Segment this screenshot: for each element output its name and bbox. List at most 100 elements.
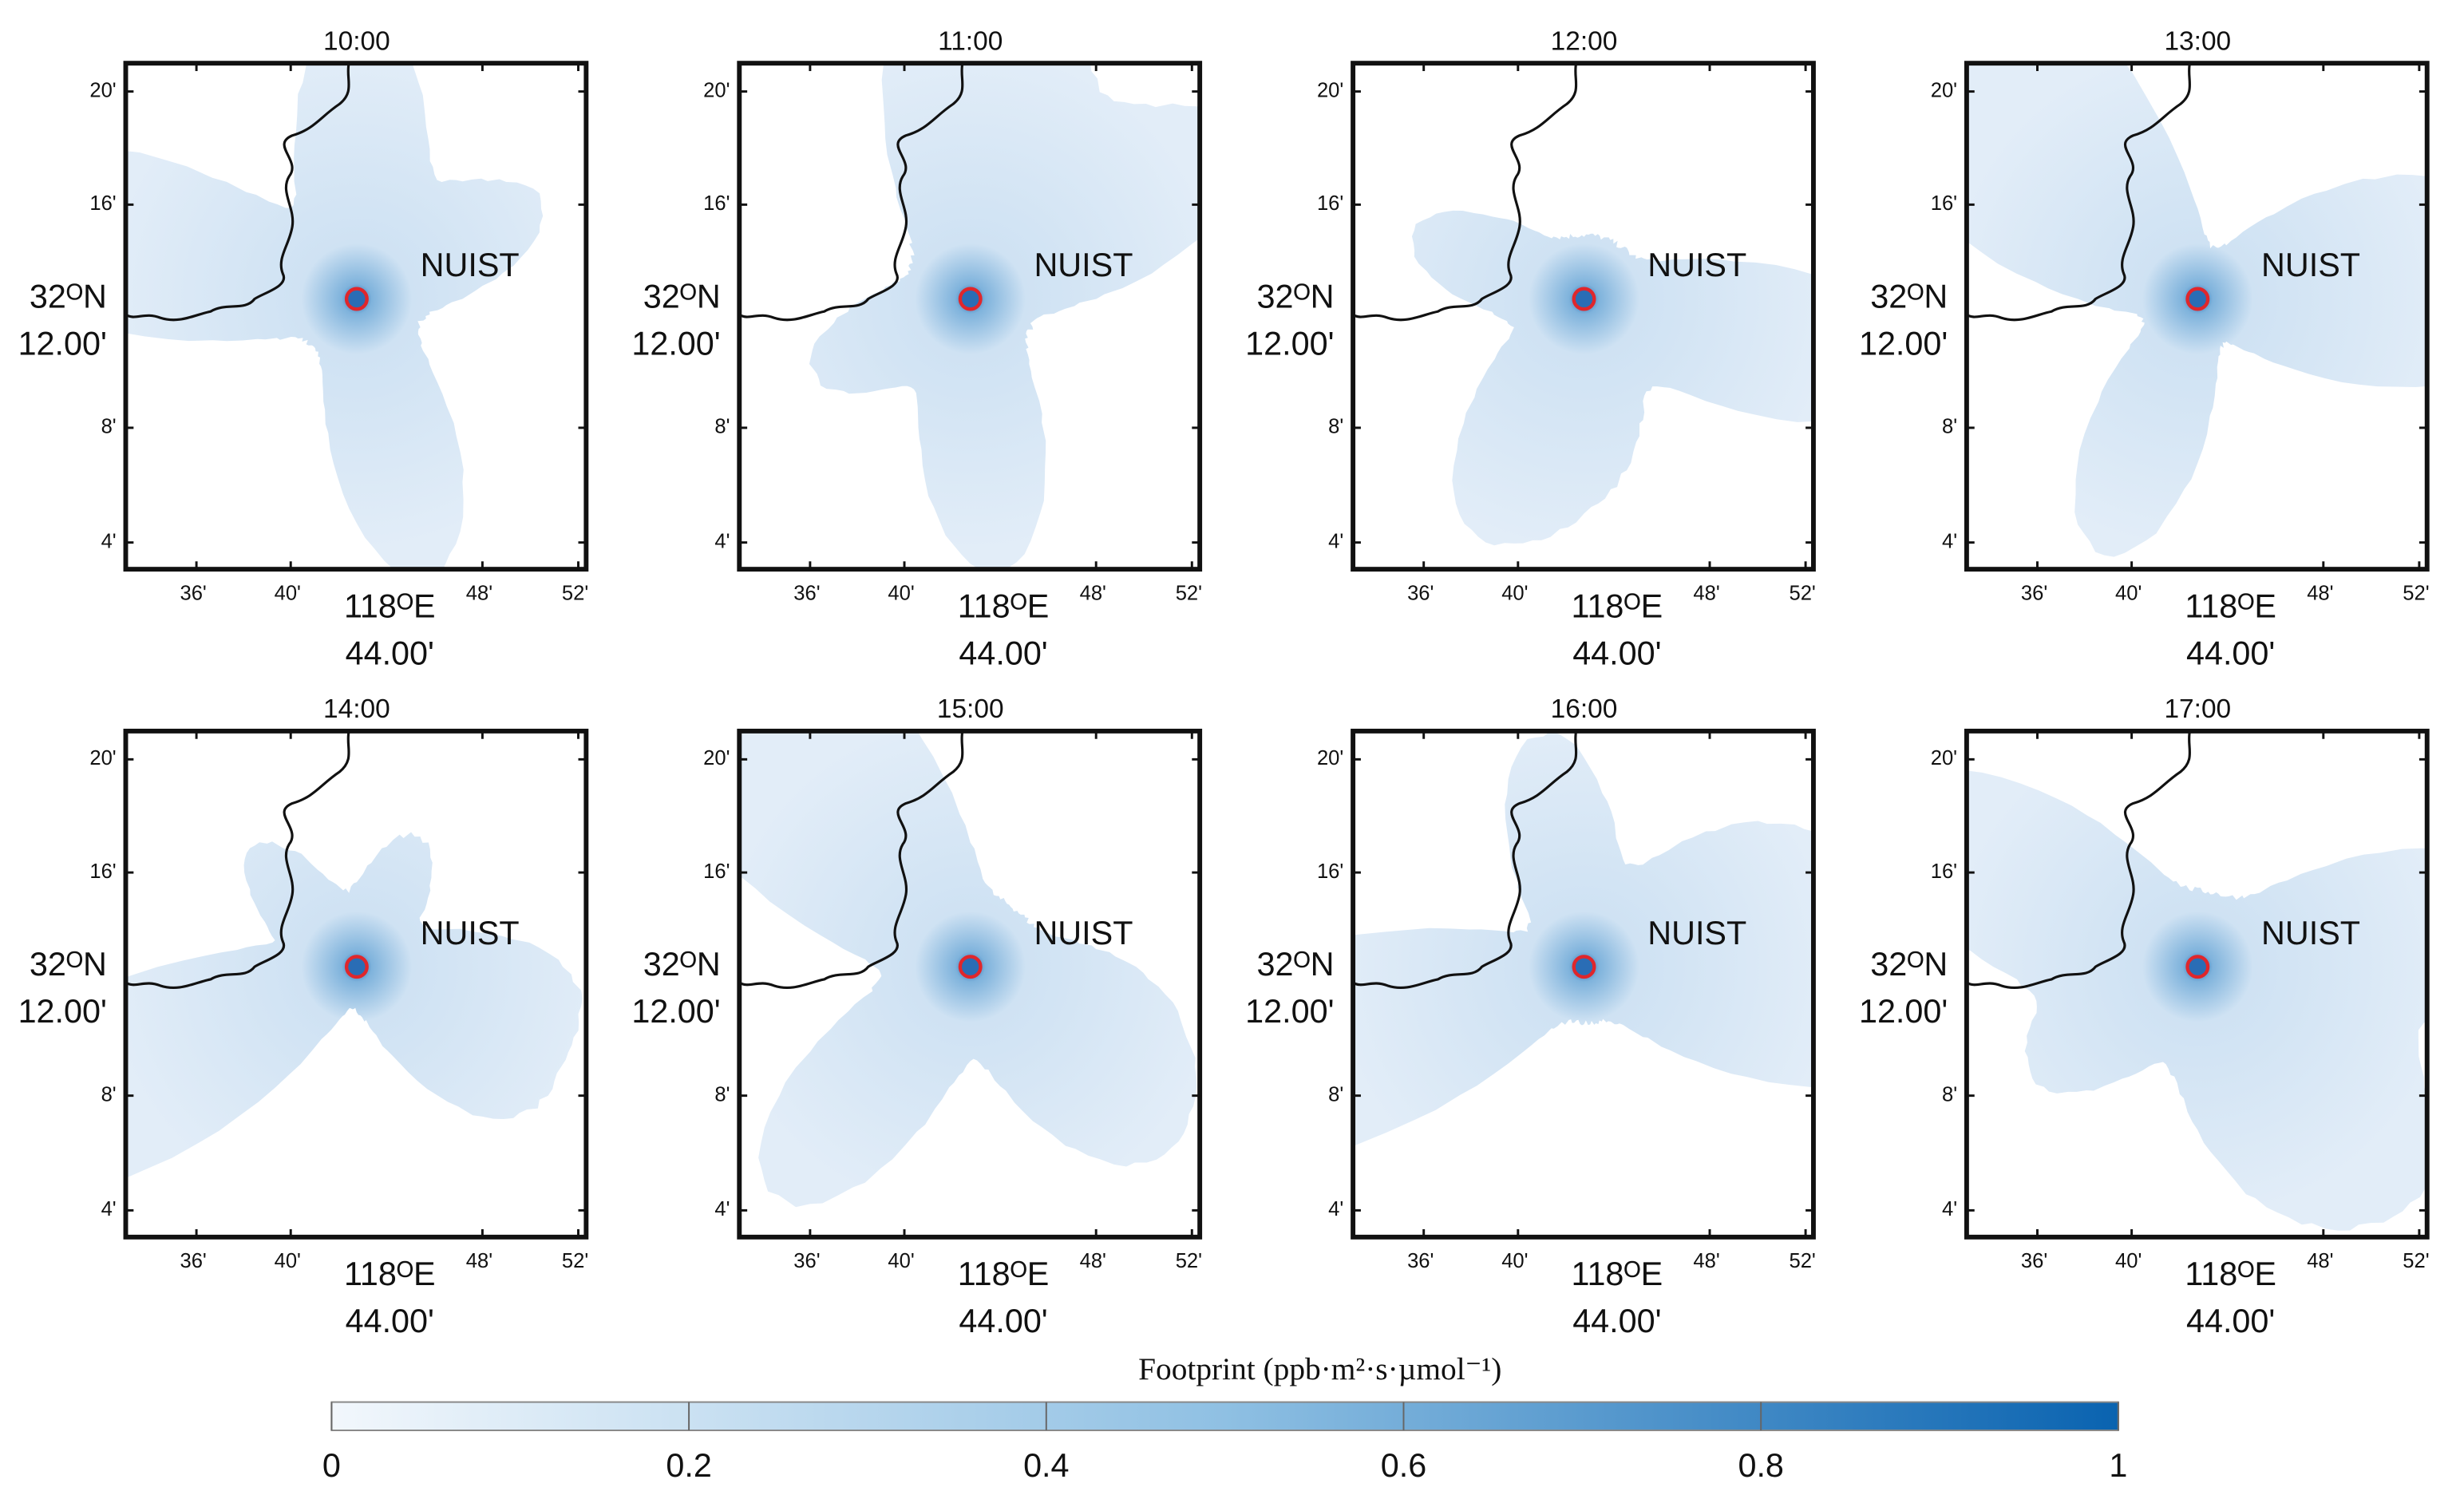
y-tick-label: 16' — [1317, 860, 1343, 883]
y-tick-label: 20' — [89, 747, 116, 769]
colorbar-tick-label: 0.4 — [1023, 1447, 1069, 1484]
y-tick-label: 4' — [1942, 530, 1957, 552]
x-tick-label: 40' — [1501, 582, 1528, 604]
y-tick-label: 8' — [101, 1083, 117, 1105]
site-label: NUIST — [1647, 247, 1746, 283]
x-center-label: 118ᴼE — [958, 587, 1050, 624]
y-tick-label: 16' — [89, 192, 116, 215]
y-tick-label: 16' — [1931, 860, 1957, 883]
x-center-label: 44.00' — [959, 635, 1047, 671]
x-center-label: 44.00' — [2186, 635, 2275, 671]
x-tick-label: 52' — [562, 1250, 588, 1272]
map-panel: NUIST 36' 40' 48' 52' 20' 16' 8' 4' 118ᴼE 44.00' 32… — [1859, 26, 2430, 671]
site-marker — [958, 955, 983, 979]
colorbar-tick-label: 1 — [2109, 1447, 2127, 1484]
y-center-label: 12.00' — [631, 993, 720, 1030]
footprint-shift — [739, 730, 1197, 1208]
coastline — [1966, 730, 2192, 990]
panel-title: 16:00 — [1551, 694, 1618, 724]
footprint-group — [125, 63, 544, 570]
x-center-label: 118ᴼE — [344, 1256, 436, 1292]
y-tick-label: 8' — [714, 416, 730, 438]
panel-title: 10:00 — [323, 26, 390, 56]
y-tick-label: 16' — [1931, 192, 1957, 215]
footprint-group — [739, 63, 1200, 570]
coastline — [739, 63, 964, 322]
y-center-label: 12.00' — [631, 325, 720, 362]
footprint-shift — [125, 63, 544, 570]
colorbar — [330, 1401, 2119, 1431]
site-label: NUIST — [1034, 247, 1133, 283]
footprint — [125, 832, 583, 1178]
x-tick-label: 52' — [1789, 1250, 1815, 1272]
x-tick-label: 52' — [1789, 582, 1815, 604]
x-tick-label: 48' — [2307, 1250, 2333, 1272]
y-tick-label: 8' — [1328, 1083, 1343, 1105]
panel-title: 17:00 — [2164, 694, 2231, 724]
y-center-label: 12.00' — [1245, 325, 1334, 362]
footprint — [1966, 770, 2427, 1231]
colorbar-tick-label: 0.8 — [1738, 1447, 1783, 1484]
y-center-label: 12.00' — [1245, 993, 1334, 1030]
x-center-label: 44.00' — [346, 635, 434, 671]
x-tick-label: 52' — [1176, 582, 1202, 604]
footprint-shift — [1411, 210, 1813, 546]
y-center-label: 32ᴼN — [30, 278, 107, 314]
panel-title: 15:00 — [937, 694, 1004, 724]
x-tick-label: 36' — [793, 582, 820, 604]
x-tick-label: 36' — [1407, 582, 1434, 604]
y-center-label: 32ᴼN — [1257, 278, 1335, 314]
y-tick-label: 8' — [101, 416, 117, 438]
site-marker — [1572, 287, 1596, 311]
x-tick-label: 40' — [275, 1250, 301, 1272]
y-tick-label: 4' — [1328, 1198, 1343, 1220]
x-center-label: 118ᴼE — [958, 1256, 1050, 1292]
footprint — [1411, 210, 1813, 546]
colorbar-tick-label: 0.6 — [1381, 1447, 1426, 1484]
x-tick-label: 48' — [1693, 1250, 1719, 1272]
y-center-label: 32ᴼN — [30, 946, 107, 983]
y-center-label: 12.00' — [1859, 325, 1948, 362]
panel-title: 14:00 — [323, 694, 390, 724]
y-tick-label: 20' — [703, 79, 730, 101]
coastline — [125, 730, 350, 990]
x-center-label: 118ᴼE — [1572, 1256, 1663, 1292]
x-tick-label: 40' — [275, 582, 301, 604]
map-panel: NUIST 36' 40' 48' 52' 20' 16' 8' 4' 118ᴼE 44.00' 32… — [631, 694, 1203, 1339]
y-tick-label: 8' — [714, 1083, 730, 1105]
x-tick-label: 48' — [466, 582, 492, 604]
y-tick-label: 20' — [703, 747, 730, 769]
site-marker — [344, 287, 369, 311]
x-tick-label: 40' — [888, 582, 914, 604]
map-frame — [737, 728, 1203, 1240]
y-tick-label: 20' — [1931, 79, 1957, 101]
y-tick-label: 16' — [89, 860, 116, 883]
x-tick-label: 36' — [180, 1250, 206, 1272]
map-frame — [737, 61, 1203, 572]
panel-title: 11:00 — [938, 26, 1003, 56]
x-center-label: 118ᴼE — [2185, 587, 2276, 624]
x-tick-label: 48' — [1080, 1250, 1106, 1272]
footprint-group — [1353, 730, 1813, 1146]
y-center-label: 12.00' — [18, 993, 107, 1030]
site-label: NUIST — [421, 247, 520, 283]
y-center-label: 12.00' — [1859, 993, 1948, 1030]
site-label: NUIST — [2261, 915, 2360, 951]
x-center-label: 44.00' — [2186, 1303, 2275, 1339]
y-center-label: 32ᴼN — [1870, 278, 1948, 314]
x-center-label: 118ᴼE — [1572, 587, 1663, 624]
y-center-label: 32ᴼN — [1257, 946, 1335, 983]
x-tick-label: 48' — [1080, 582, 1106, 604]
y-tick-label: 8' — [1942, 1083, 1957, 1105]
y-center-label: 32ᴼN — [643, 946, 721, 983]
x-tick-label: 36' — [2021, 1250, 2047, 1272]
footprint-group — [739, 730, 1197, 1208]
x-center-label: 44.00' — [959, 1303, 1047, 1339]
map-frame — [1351, 728, 1816, 1240]
y-tick-label: 16' — [703, 860, 730, 883]
x-center-label: 118ᴼE — [344, 587, 436, 624]
y-tick-label: 20' — [89, 79, 116, 101]
map-panel: NUIST 36' 40' 48' 52' 20' 16' 8' 4' 118ᴼE 44.00' 32… — [18, 694, 589, 1339]
x-tick-label: 52' — [562, 582, 588, 604]
site-label: NUIST — [1034, 915, 1133, 951]
